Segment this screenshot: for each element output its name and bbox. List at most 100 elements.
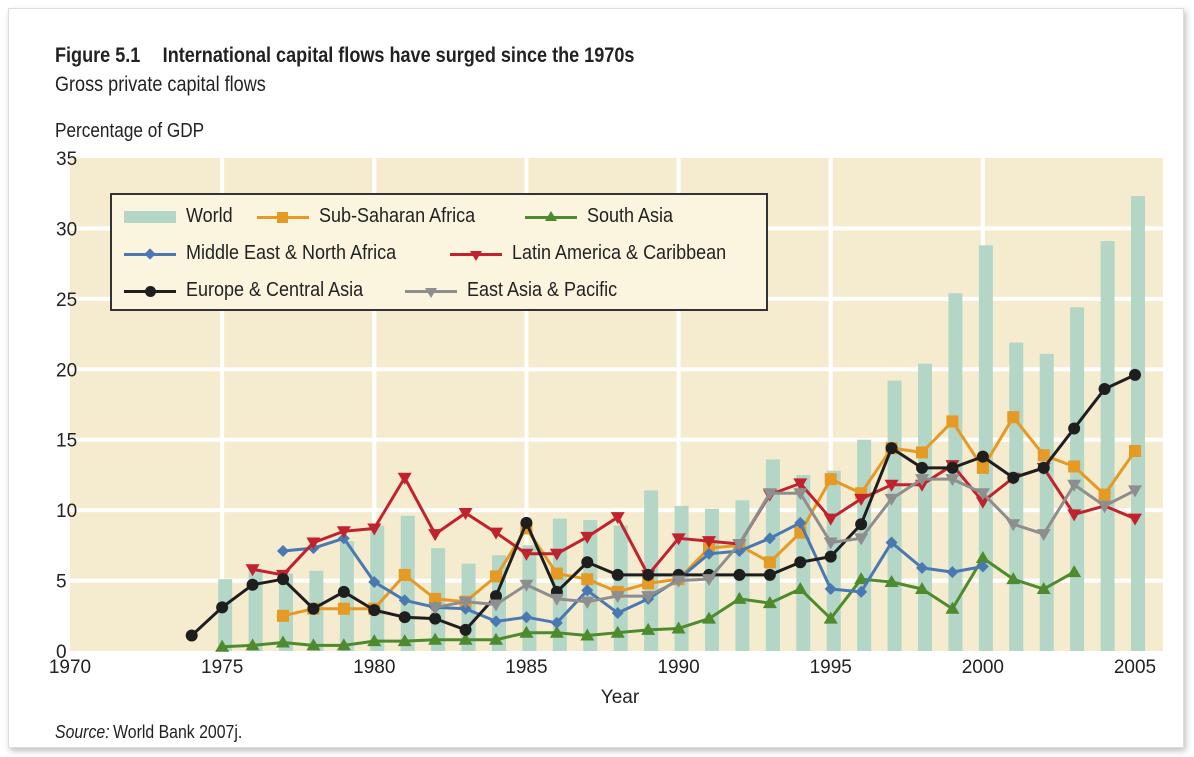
data-point — [671, 533, 686, 546]
data-point — [459, 602, 472, 615]
data-point — [823, 513, 838, 526]
circle-marker-icon — [124, 284, 176, 298]
legend-label: East Asia & Pacific — [467, 279, 618, 301]
data-point — [975, 551, 990, 564]
data-point — [794, 516, 807, 529]
data-point — [702, 536, 716, 549]
legend-label: Europe & Central Asia — [186, 279, 364, 301]
data-point — [1007, 411, 1020, 424]
data-point — [1129, 368, 1141, 381]
bar — [370, 525, 385, 651]
data-point — [1068, 460, 1081, 473]
data-point — [946, 461, 959, 474]
y-axis-label: Percentage of GDP — [55, 120, 205, 142]
bar — [218, 579, 233, 651]
legend-label: Sub-Saharan Africa — [319, 205, 476, 227]
data-point — [397, 472, 412, 485]
bar — [400, 515, 415, 651]
data-point — [855, 585, 868, 598]
data-point — [854, 533, 869, 546]
bar — [918, 363, 932, 651]
data-point — [276, 635, 290, 648]
data-point — [581, 573, 594, 586]
data-point — [550, 616, 563, 629]
legend-item-eap: East Asia & Pacific — [405, 279, 634, 302]
data-point — [641, 591, 656, 604]
data-point — [885, 536, 898, 549]
series-south-asia — [215, 551, 1082, 652]
square-marker-icon — [257, 210, 309, 224]
data-point — [520, 516, 533, 529]
data-point — [884, 479, 899, 492]
data-point — [703, 547, 715, 560]
data-point — [642, 577, 655, 590]
data-point — [945, 601, 960, 614]
data-point — [428, 602, 443, 615]
data-point — [732, 591, 747, 604]
legend-label: Latin America & Caribbean — [512, 242, 727, 264]
data-point — [337, 602, 350, 615]
x-tick-label: 1980 — [353, 657, 395, 678]
data-point — [976, 450, 989, 463]
figure-subtitle: Gross private capital flows — [55, 73, 266, 96]
bar — [1039, 353, 1054, 651]
data-point — [581, 584, 594, 597]
data-point — [855, 518, 868, 531]
triangle-down-marker-icon — [450, 247, 502, 261]
data-point — [824, 550, 837, 563]
data-point — [885, 442, 898, 455]
data-point — [610, 591, 625, 604]
legend-item-world: World — [124, 205, 238, 228]
data-point — [550, 567, 563, 580]
data-point — [702, 611, 716, 624]
x-tick-label: 1995 — [810, 657, 852, 678]
data-point — [733, 568, 746, 581]
data-point — [519, 625, 534, 638]
data-point — [884, 574, 899, 587]
data-point — [642, 568, 655, 581]
data-point — [520, 611, 533, 624]
data-point — [1067, 479, 1082, 492]
y-tick-label: 5 — [56, 572, 67, 593]
data-point — [458, 507, 473, 520]
x-tick-label: 1970 — [49, 657, 91, 678]
data-point — [306, 537, 321, 550]
data-point — [763, 532, 776, 545]
legend-item-south-asia: South Asia — [525, 205, 683, 228]
data-point — [1068, 422, 1081, 435]
data-point — [610, 625, 625, 638]
data-point — [459, 623, 472, 636]
x-tick-label: 1990 — [657, 657, 699, 678]
data-point — [945, 474, 960, 487]
data-point — [915, 474, 929, 487]
data-point — [611, 568, 624, 581]
legend-item-ssa: Sub-Saharan Africa — [257, 205, 492, 228]
data-point — [1006, 519, 1021, 532]
series-europe-central-asia — [185, 368, 1141, 642]
y-tick-label: 0 — [56, 642, 67, 663]
data-point — [1128, 513, 1142, 526]
bar — [857, 439, 872, 651]
y-tick-label: 35 — [56, 149, 77, 170]
legend-label: World — [186, 205, 233, 227]
triangle-down-marker-icon — [405, 284, 457, 298]
data-point — [397, 634, 412, 647]
data-point — [671, 621, 686, 634]
legend-label: South Asia — [587, 205, 674, 227]
bar — [1009, 342, 1024, 651]
data-point — [976, 461, 989, 474]
data-point — [1036, 582, 1051, 595]
data-point — [490, 615, 502, 628]
bar — [583, 520, 598, 651]
data-point — [975, 496, 990, 509]
data-point — [246, 578, 259, 591]
data-point — [610, 512, 625, 525]
data-point — [367, 634, 382, 647]
bar — [887, 380, 902, 651]
data-point — [1006, 572, 1021, 585]
y-tick-label: 25 — [56, 290, 77, 311]
data-point — [824, 583, 837, 596]
data-point — [489, 527, 503, 540]
data-point — [916, 561, 928, 574]
